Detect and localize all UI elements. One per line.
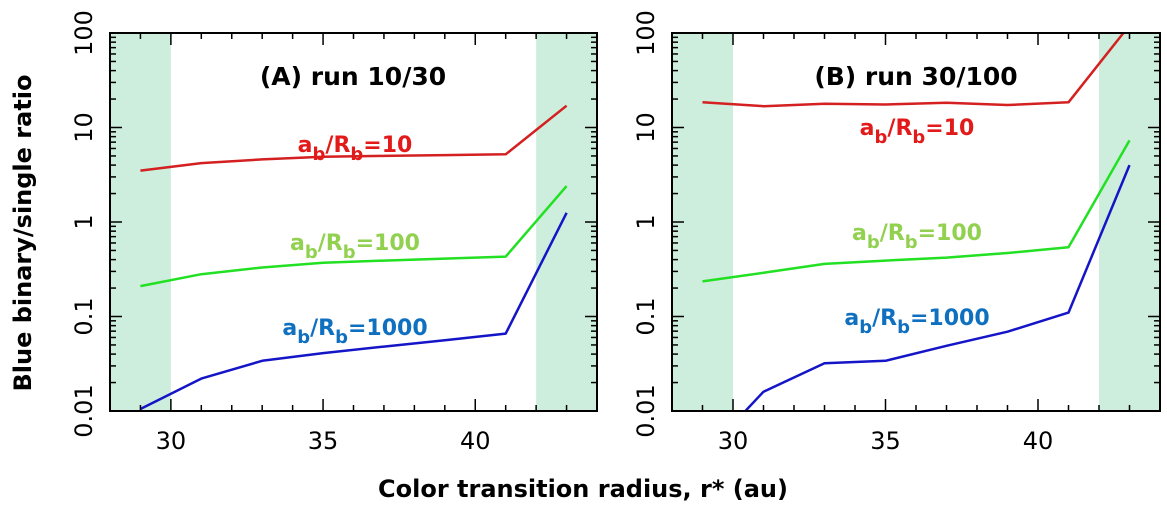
- y-tick-label: 10: [632, 112, 660, 143]
- y-tick-label: 10: [70, 112, 98, 143]
- x-axis-label: Color transition radius, r* (au): [378, 475, 788, 503]
- y-tick-label: 0.1: [70, 297, 98, 335]
- y-tick-label: 0.01: [70, 384, 98, 437]
- y-tick-label: 1: [70, 214, 98, 229]
- series-label-1000: ab/Rb=1000: [844, 306, 989, 338]
- series-label-1000: ab/Rb=1000: [282, 316, 427, 348]
- x-tick-label: 40: [1023, 427, 1054, 455]
- panel-title: (A) run 10/30: [260, 62, 446, 91]
- y-tick-label: 0.1: [632, 297, 660, 335]
- series-line-10: [702, 33, 1125, 108]
- y-tick-label: 100: [70, 10, 98, 56]
- y-tick-label: 0.01: [632, 384, 660, 437]
- y-axis-label: Blue binary/single ratio: [9, 74, 37, 391]
- series-line-1000: [743, 164, 1131, 411]
- series-label-100: ab/Rb=100: [290, 231, 420, 263]
- series-label-10: ab/Rb=10: [298, 133, 413, 165]
- series-line-10: [140, 104, 568, 172]
- series-line-1000: [139, 212, 568, 411]
- panel-b: (B) run 30/100 ab/Rb=10 ab/Rb=100 ab/Rb=100…: [632, 10, 1161, 455]
- series-label-100: ab/Rb=100: [852, 221, 982, 253]
- x-tick-label: 40: [460, 427, 491, 455]
- x-tick-label: 35: [308, 427, 339, 455]
- series-line-100: [702, 139, 1131, 283]
- x-tick-label: 35: [870, 427, 901, 455]
- x-tick-label: 30: [718, 427, 749, 455]
- series-line-100: [140, 185, 568, 288]
- panel-title: (B) run 30/100: [814, 62, 1017, 91]
- x-tick-label: 30: [156, 427, 187, 455]
- y-tick-label: 100: [632, 10, 660, 56]
- y-tick-label: 1: [632, 214, 660, 229]
- panel-a: (A) run 10/30 ab/Rb=10 ab/Rb=100 ab/Rb=1000…: [70, 10, 598, 455]
- series-label-10: ab/Rb=10: [860, 116, 975, 148]
